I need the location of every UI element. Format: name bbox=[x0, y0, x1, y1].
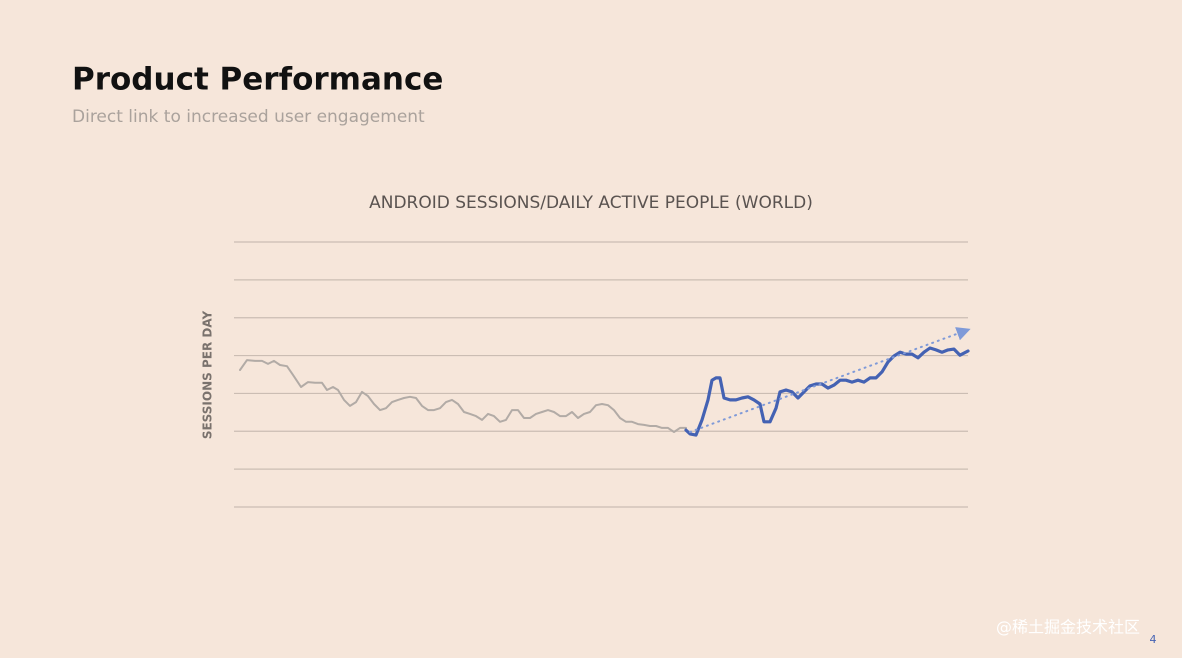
watermark: @稀土掘金技术社区 bbox=[996, 618, 1140, 637]
trend-line bbox=[689, 327, 971, 433]
slide-subtitle: Direct link to increased user engagement bbox=[72, 107, 425, 127]
data-line bbox=[684, 346, 970, 437]
y-axis-label: SESSIONS PER DAY bbox=[201, 311, 215, 440]
page-number: 4 bbox=[1150, 633, 1157, 646]
slide-title: Product Performance bbox=[72, 62, 443, 98]
data-line bbox=[239, 359, 687, 433]
chart-title: ANDROID SESSIONS/DAILY ACTIVE PEOPLE (WO… bbox=[369, 193, 813, 213]
